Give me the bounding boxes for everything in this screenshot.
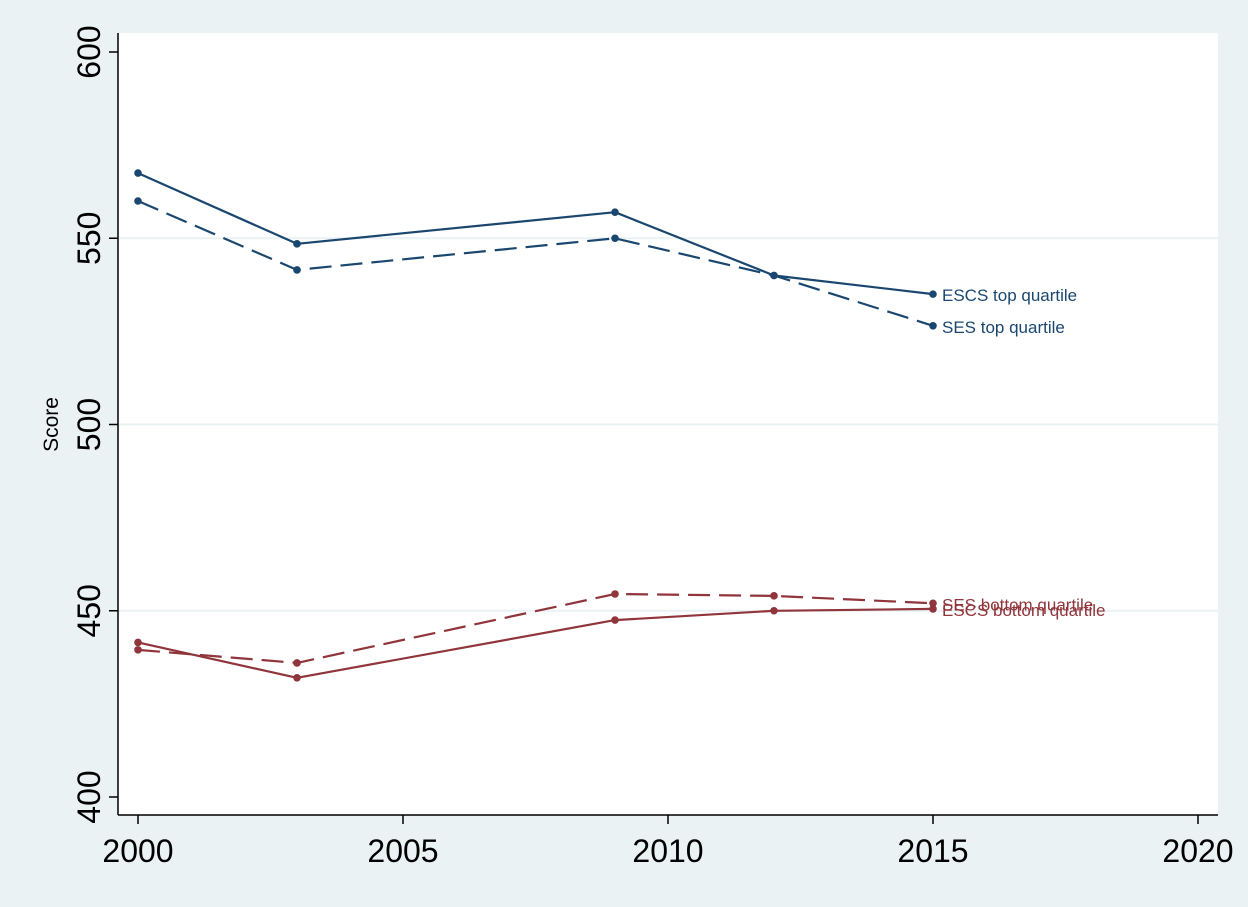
series-label-3: ESCS bottom quartile bbox=[942, 601, 1105, 620]
x-tick-label-2015: 2015 bbox=[897, 833, 968, 869]
y-tick-label-600: 600 bbox=[71, 25, 107, 78]
series-1-point-0 bbox=[134, 197, 142, 205]
series-2-point-4 bbox=[929, 599, 937, 608]
x-tick-label-2020: 2020 bbox=[1162, 833, 1233, 869]
series-1-point-3 bbox=[770, 271, 778, 280]
y-axis-title: Score bbox=[40, 397, 63, 452]
series-0-point-1 bbox=[293, 240, 301, 248]
series-label-1: SES top quartile bbox=[942, 318, 1065, 337]
gridlines bbox=[118, 237, 1218, 612]
series-3-point-2 bbox=[611, 616, 619, 624]
y-tick-label-500: 500 bbox=[71, 398, 107, 451]
series-1-point-1 bbox=[293, 266, 301, 274]
series-2-point-0 bbox=[134, 646, 142, 654]
series-2-point-2 bbox=[611, 590, 619, 598]
y-tick-label-550: 550 bbox=[71, 212, 107, 265]
series-label-2: SES bottom quartile bbox=[942, 595, 1093, 614]
x-tick-label-2005: 2005 bbox=[367, 833, 438, 869]
series-3-point-4 bbox=[929, 605, 937, 613]
series-1-point-2 bbox=[611, 234, 619, 243]
series-1-point-4 bbox=[929, 321, 937, 330]
series-labels: ESCS top quartile SES top quartile SES bot… bbox=[942, 286, 1105, 620]
x-tick-label-2010: 2010 bbox=[632, 833, 703, 869]
series-2-point-1 bbox=[293, 659, 301, 667]
y-tick-label-400: 400 bbox=[71, 770, 107, 823]
series-2-point-3 bbox=[770, 592, 778, 600]
axes: 400 450 500 550 600 2000 2005 2010 2015 2020 bbox=[71, 25, 1234, 869]
series-0-point-0 bbox=[134, 169, 142, 177]
x-tick-label-2000: 2000 bbox=[102, 833, 173, 869]
series-3-point-3 bbox=[770, 606, 778, 615]
series-0-point-4 bbox=[929, 290, 937, 298]
y-tick-label-450: 450 bbox=[71, 584, 107, 637]
series-layer bbox=[134, 169, 937, 682]
series-0-point-2 bbox=[611, 208, 619, 216]
series-label-0: ESCS top quartile bbox=[942, 286, 1077, 305]
series-3-point-1 bbox=[293, 674, 301, 682]
series-3-point-0 bbox=[134, 638, 142, 647]
